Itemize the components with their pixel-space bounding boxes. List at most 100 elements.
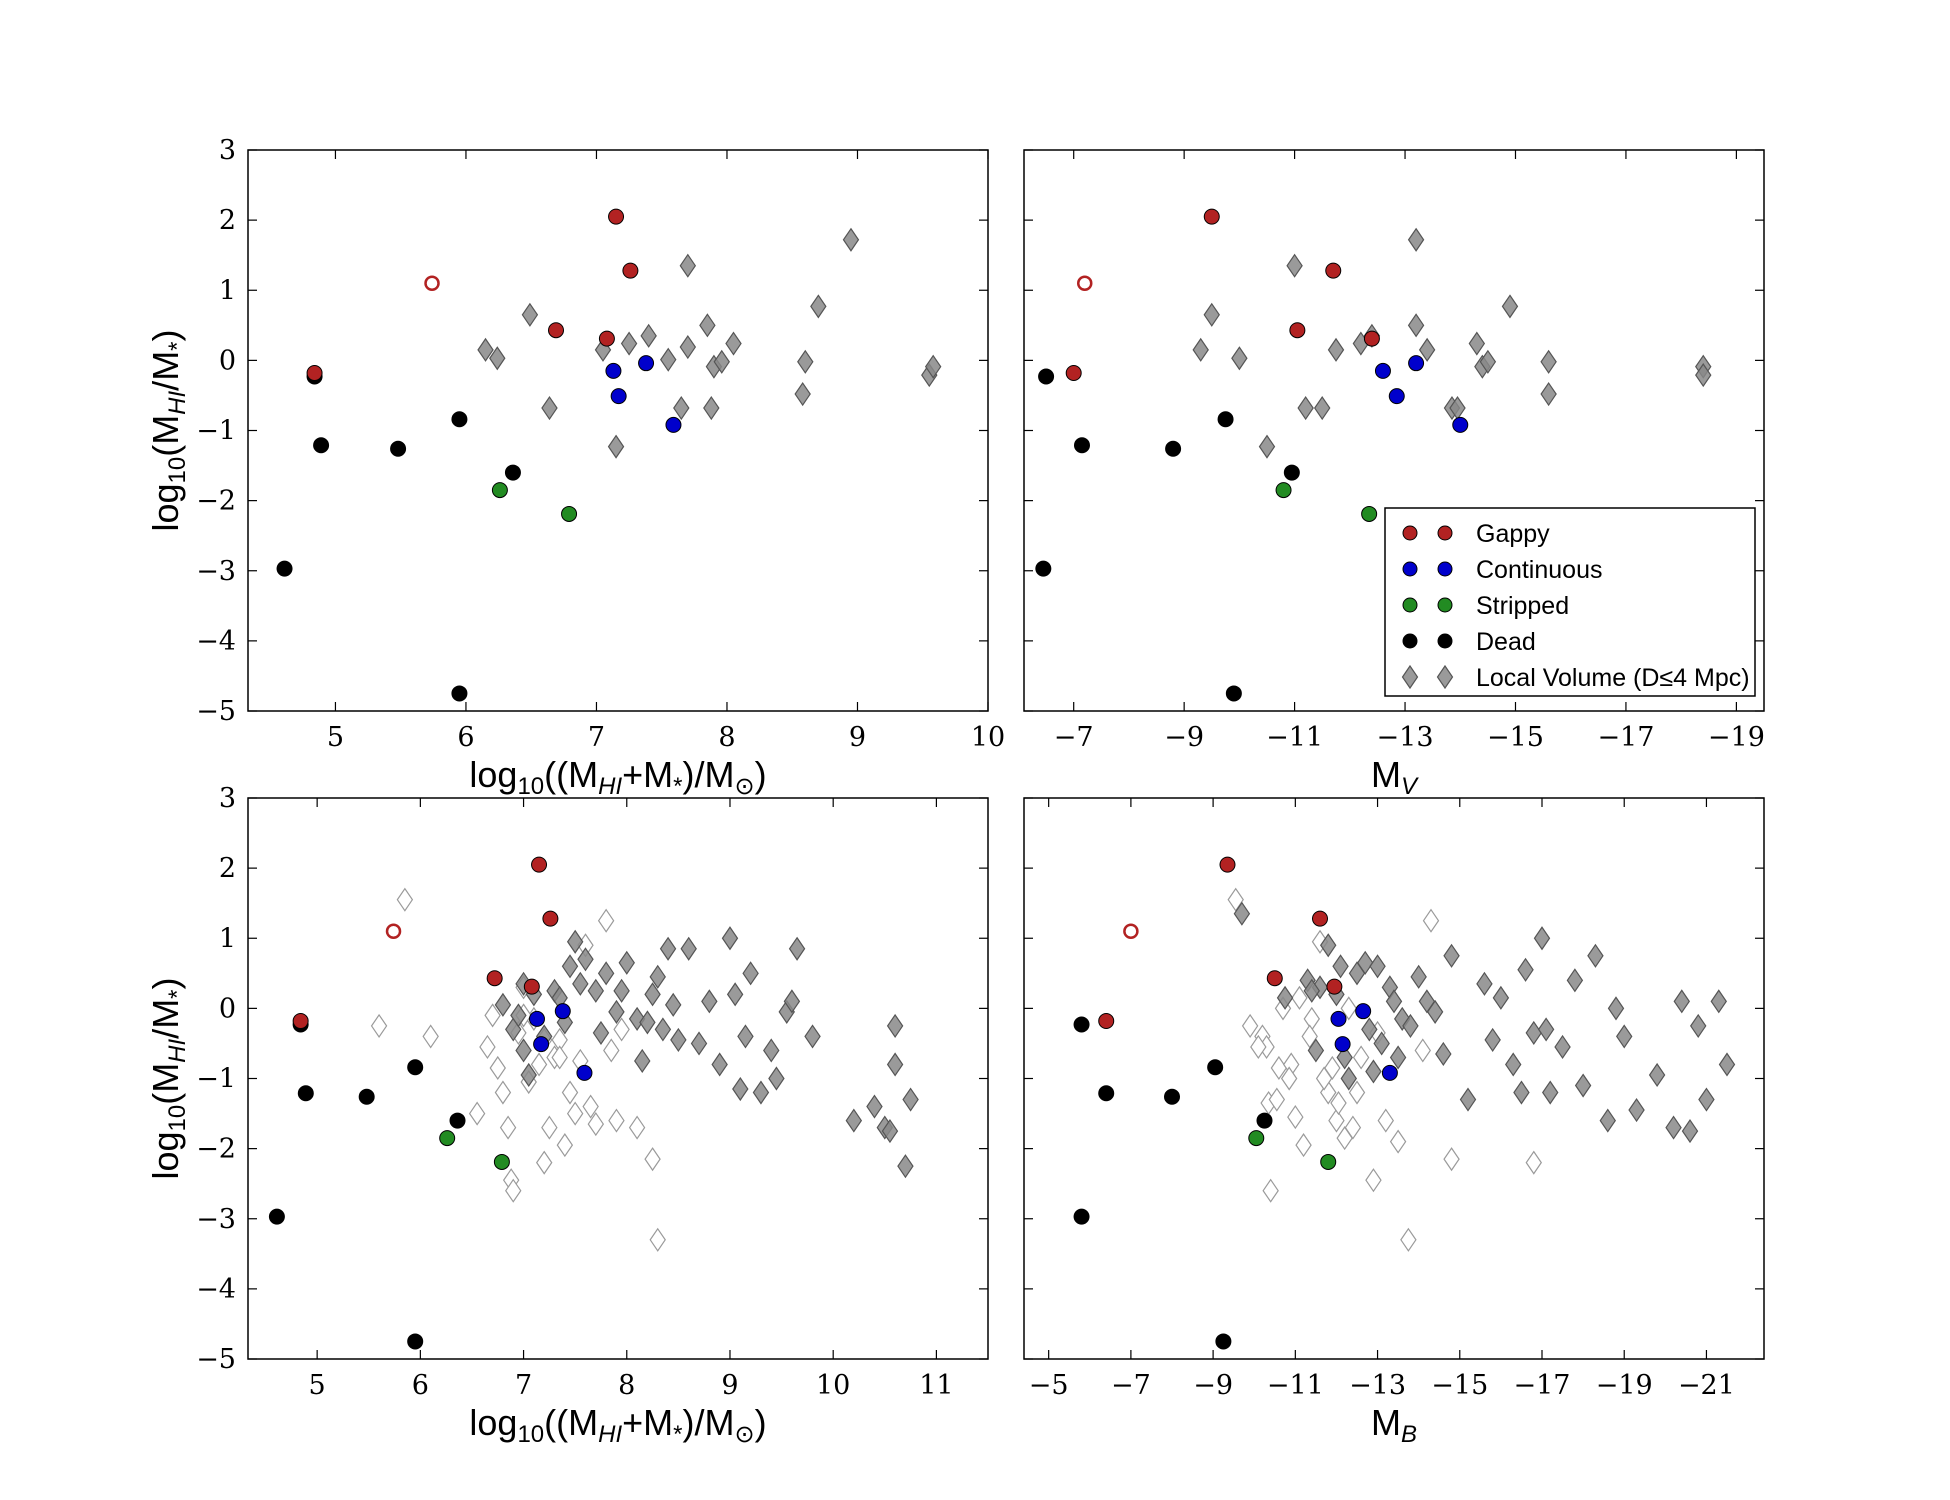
lv-diamond [713, 349, 730, 374]
axis-label-part: * [673, 773, 682, 800]
dead-point [1225, 685, 1242, 702]
lv-diamond [1525, 1020, 1543, 1045]
lv-diamond [783, 989, 801, 1014]
lv-open-diamond [551, 1045, 568, 1070]
dead-point [276, 560, 293, 577]
lv-open-diamond [1227, 887, 1244, 912]
lv-diamond [1628, 1097, 1645, 1123]
dead-point [358, 1088, 375, 1105]
gappy-open-point [1123, 923, 1139, 939]
lv-open-diamond [1268, 1087, 1286, 1112]
lv-open-diamond [1303, 1006, 1321, 1031]
lv-diamond [613, 978, 630, 1003]
y-tick-label: −4 [196, 1274, 236, 1305]
lv-diamond [866, 1094, 883, 1119]
lv-diamond [1459, 1087, 1477, 1112]
lv-open-diamond [468, 1101, 486, 1126]
lv-diamond [768, 1066, 785, 1091]
lv-open-diamond [422, 1024, 439, 1049]
continuous-point [1452, 416, 1469, 433]
axis-label-part: M [1371, 754, 1401, 795]
plot-frame [247, 797, 989, 1360]
y-tick-label: 2 [219, 853, 236, 884]
axis-label-part: B [1401, 1421, 1417, 1448]
x-tick-label: 10 [816, 1370, 850, 1401]
dead-point [1164, 1088, 1180, 1105]
x-tick-label: −5 [1029, 1370, 1069, 1401]
lv-diamond [1303, 978, 1321, 1003]
axis-label-part: V [1401, 773, 1419, 800]
lv-open-diamond [561, 1080, 579, 1105]
lv-open-diamond [1328, 1108, 1345, 1133]
lv-diamond [1402, 1013, 1419, 1038]
axis-label-part: ⊙ [734, 773, 754, 800]
lv-diamond [897, 1154, 914, 1179]
axis-label-part: ) [755, 1402, 767, 1443]
lv-open-diamond [644, 1147, 661, 1172]
lv-open-diamond [535, 1150, 553, 1175]
lv-diamond [1695, 363, 1712, 388]
lv-diamond [1615, 1024, 1633, 1049]
lv-diamond [1468, 331, 1486, 356]
lv-open-diamond [1287, 1105, 1304, 1130]
x-tick-label: −13 [1377, 722, 1434, 753]
chart_data-1-xlabel: MV [1371, 754, 1419, 800]
legend-marker-dead [1402, 633, 1418, 649]
dead-point [449, 1112, 466, 1129]
dead-point [1073, 1016, 1090, 1033]
lv-diamond [521, 302, 539, 327]
lv-open-diamond [505, 1178, 522, 1203]
lv-diamond [1492, 985, 1510, 1010]
chart_data-0-xlabel: log10((MHI+M*)/M⊙) [469, 754, 766, 800]
lv-open-diamond [489, 1055, 506, 1081]
lv-diamond [721, 926, 739, 951]
lv-open-diamond [370, 1013, 388, 1038]
lv-diamond [541, 395, 558, 421]
x-tick-label: 10 [971, 722, 1005, 753]
lv-open-diamond [1422, 908, 1440, 933]
lv-open-diamond [499, 1115, 517, 1140]
lv-diamond [1365, 1059, 1382, 1084]
x-tick-label: −11 [1266, 722, 1323, 753]
continuous-point [554, 1003, 571, 1020]
continuous-point [1388, 388, 1405, 405]
legend-marker-stripped [1402, 597, 1418, 613]
axis-label-part: ) [145, 977, 186, 989]
x-tick-label: 6 [412, 1370, 429, 1401]
lv-diamond [1373, 1031, 1390, 1056]
lv-diamond [1233, 901, 1251, 926]
lv-open-diamond [1262, 1178, 1279, 1203]
y-tick-label: 2 [219, 205, 236, 236]
stripped-point [1275, 482, 1292, 499]
x-tick-label: −17 [1514, 1370, 1571, 1401]
lv-open-diamond [1280, 1066, 1298, 1091]
lv-diamond [634, 1048, 651, 1074]
lv-diamond [886, 1013, 904, 1038]
lv-open-diamond [479, 1034, 496, 1060]
legend-label: Continuous [1476, 556, 1602, 584]
axis-label-part: ((M [544, 1402, 598, 1443]
axis-label-part: 10 [164, 1105, 191, 1132]
axis-label-part: (M [145, 1063, 186, 1105]
lv-open-diamond [566, 1101, 584, 1126]
lv-diamond [1718, 1052, 1736, 1077]
lv-open-diamond [1295, 1133, 1312, 1158]
gappy-point [531, 856, 548, 873]
series-continuous [1330, 1003, 1398, 1081]
lv-diamond [1540, 349, 1557, 374]
stripped-point [493, 1153, 510, 1170]
series-stripped [491, 482, 578, 522]
lv-diamond [1203, 302, 1220, 327]
y-tick-label: −5 [196, 1344, 236, 1375]
gappy-point [1266, 970, 1283, 987]
lv-open-diamond [1301, 1024, 1318, 1049]
series-gappy [292, 856, 559, 1029]
series-dead [1073, 1016, 1273, 1350]
gappy-point [1219, 856, 1236, 873]
x-tick-label: −11 [1267, 1370, 1324, 1401]
x-tick-label: −21 [1678, 1370, 1735, 1401]
lv-open-diamond [582, 1094, 599, 1119]
lv-diamond [797, 349, 814, 374]
series-lv [370, 887, 919, 1252]
